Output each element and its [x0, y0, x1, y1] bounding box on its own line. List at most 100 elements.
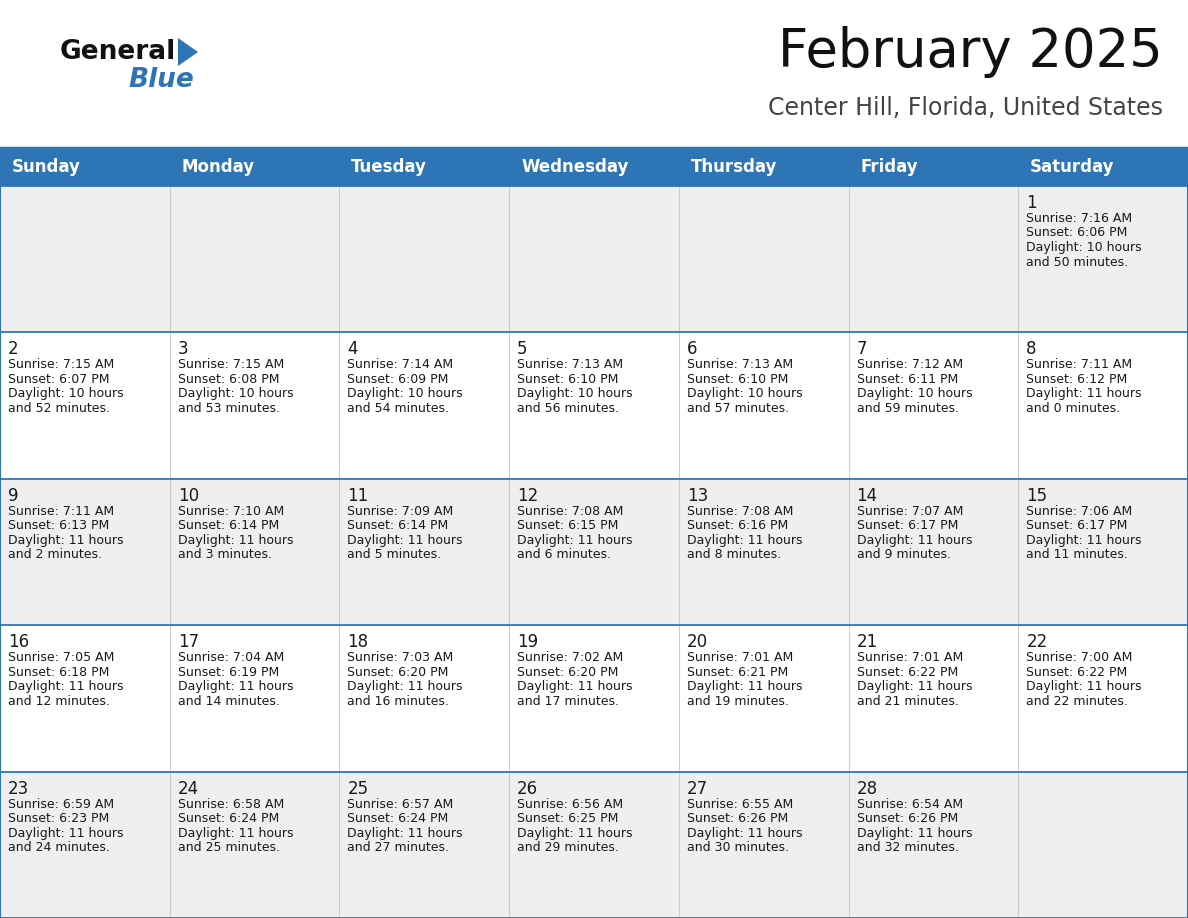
Text: Sunset: 6:24 PM: Sunset: 6:24 PM	[178, 812, 279, 825]
Text: Sunrise: 7:15 AM: Sunrise: 7:15 AM	[178, 358, 284, 372]
Text: and 54 minutes.: and 54 minutes.	[347, 402, 449, 415]
Text: Sunset: 6:07 PM: Sunset: 6:07 PM	[8, 373, 109, 386]
Text: and 14 minutes.: and 14 minutes.	[178, 695, 279, 708]
Text: and 52 minutes.: and 52 minutes.	[8, 402, 110, 415]
Text: Daylight: 11 hours: Daylight: 11 hours	[347, 680, 463, 693]
Text: and 2 minutes.: and 2 minutes.	[8, 548, 102, 561]
Text: Daylight: 10 hours: Daylight: 10 hours	[178, 387, 293, 400]
Text: and 12 minutes.: and 12 minutes.	[8, 695, 109, 708]
Text: Sunrise: 7:05 AM: Sunrise: 7:05 AM	[8, 651, 114, 665]
Text: 8: 8	[1026, 341, 1037, 358]
Text: Daylight: 11 hours: Daylight: 11 hours	[8, 533, 124, 547]
Text: Sunrise: 7:13 AM: Sunrise: 7:13 AM	[517, 358, 624, 372]
Text: Daylight: 11 hours: Daylight: 11 hours	[178, 533, 293, 547]
Text: 11: 11	[347, 487, 368, 505]
Text: and 19 minutes.: and 19 minutes.	[687, 695, 789, 708]
Text: Sunset: 6:22 PM: Sunset: 6:22 PM	[1026, 666, 1127, 678]
Bar	[0, 186, 1188, 332]
Text: Sunrise: 7:10 AM: Sunrise: 7:10 AM	[178, 505, 284, 518]
Text: 22: 22	[1026, 633, 1048, 651]
Text: Sunset: 6:13 PM: Sunset: 6:13 PM	[8, 520, 109, 532]
Text: Sunset: 6:06 PM: Sunset: 6:06 PM	[1026, 227, 1127, 240]
Text: Daylight: 11 hours: Daylight: 11 hours	[517, 826, 633, 840]
Text: 19: 19	[517, 633, 538, 651]
Text: and 22 minutes.: and 22 minutes.	[1026, 695, 1129, 708]
Text: 1: 1	[1026, 194, 1037, 212]
Text: and 50 minutes.: and 50 minutes.	[1026, 255, 1129, 268]
Text: 4: 4	[347, 341, 358, 358]
Text: 23: 23	[8, 779, 30, 798]
Polygon shape	[178, 38, 198, 66]
Text: 17: 17	[178, 633, 198, 651]
Text: Daylight: 11 hours: Daylight: 11 hours	[857, 826, 972, 840]
Bar	[510, 148, 678, 186]
Text: Sunset: 6:10 PM: Sunset: 6:10 PM	[687, 373, 788, 386]
Text: Sunset: 6:09 PM: Sunset: 6:09 PM	[347, 373, 449, 386]
Text: Daylight: 11 hours: Daylight: 11 hours	[687, 533, 802, 547]
Text: 25: 25	[347, 779, 368, 798]
Text: and 5 minutes.: and 5 minutes.	[347, 548, 442, 561]
Text: 20: 20	[687, 633, 708, 651]
Text: Saturday: Saturday	[1030, 158, 1114, 176]
Text: and 3 minutes.: and 3 minutes.	[178, 548, 272, 561]
Text: and 32 minutes.: and 32 minutes.	[857, 841, 959, 854]
Text: Sunset: 6:20 PM: Sunset: 6:20 PM	[347, 666, 449, 678]
Text: 24: 24	[178, 779, 198, 798]
Text: 21: 21	[857, 633, 878, 651]
Text: 10: 10	[178, 487, 198, 505]
Text: Sunset: 6:24 PM: Sunset: 6:24 PM	[347, 812, 449, 825]
Bar	[170, 148, 340, 186]
Text: Daylight: 11 hours: Daylight: 11 hours	[347, 533, 463, 547]
Text: Sunrise: 7:01 AM: Sunrise: 7:01 AM	[857, 651, 962, 665]
Text: 18: 18	[347, 633, 368, 651]
Text: Center Hill, Florida, United States: Center Hill, Florida, United States	[767, 96, 1163, 120]
Text: Sunset: 6:20 PM: Sunset: 6:20 PM	[517, 666, 619, 678]
Text: 9: 9	[8, 487, 19, 505]
Text: Sunrise: 6:58 AM: Sunrise: 6:58 AM	[178, 798, 284, 811]
Text: February 2025: February 2025	[778, 26, 1163, 78]
Text: Sunset: 6:23 PM: Sunset: 6:23 PM	[8, 812, 109, 825]
Bar	[1018, 148, 1188, 186]
Text: and 17 minutes.: and 17 minutes.	[517, 695, 619, 708]
Text: and 11 minutes.: and 11 minutes.	[1026, 548, 1129, 561]
Text: Sunrise: 7:08 AM: Sunrise: 7:08 AM	[687, 505, 794, 518]
Text: 28: 28	[857, 779, 878, 798]
Text: and 0 minutes.: and 0 minutes.	[1026, 402, 1120, 415]
Text: Daylight: 10 hours: Daylight: 10 hours	[687, 387, 802, 400]
Text: 13: 13	[687, 487, 708, 505]
Text: Sunrise: 7:01 AM: Sunrise: 7:01 AM	[687, 651, 794, 665]
Text: Daylight: 10 hours: Daylight: 10 hours	[8, 387, 124, 400]
Text: and 56 minutes.: and 56 minutes.	[517, 402, 619, 415]
Text: Sunset: 6:18 PM: Sunset: 6:18 PM	[8, 666, 109, 678]
Text: Sunset: 6:08 PM: Sunset: 6:08 PM	[178, 373, 279, 386]
Text: Daylight: 10 hours: Daylight: 10 hours	[517, 387, 633, 400]
Text: Daylight: 11 hours: Daylight: 11 hours	[178, 680, 293, 693]
Text: Daylight: 11 hours: Daylight: 11 hours	[178, 826, 293, 840]
Text: Daylight: 11 hours: Daylight: 11 hours	[517, 533, 633, 547]
Text: 12: 12	[517, 487, 538, 505]
Text: Friday: Friday	[860, 158, 918, 176]
Text: Sunrise: 7:04 AM: Sunrise: 7:04 AM	[178, 651, 284, 665]
Text: Sunrise: 7:00 AM: Sunrise: 7:00 AM	[1026, 651, 1132, 665]
Text: Daylight: 11 hours: Daylight: 11 hours	[8, 826, 124, 840]
Text: Sunset: 6:11 PM: Sunset: 6:11 PM	[857, 373, 958, 386]
Text: Daylight: 11 hours: Daylight: 11 hours	[857, 680, 972, 693]
Text: 16: 16	[8, 633, 30, 651]
Text: General: General	[61, 39, 176, 65]
Bar	[0, 332, 1188, 479]
Text: Wednesday: Wednesday	[522, 158, 628, 176]
Text: Monday: Monday	[182, 158, 254, 176]
Text: 7: 7	[857, 341, 867, 358]
Text: Sunrise: 7:11 AM: Sunrise: 7:11 AM	[1026, 358, 1132, 372]
Text: Sunset: 6:19 PM: Sunset: 6:19 PM	[178, 666, 279, 678]
Text: Sunset: 6:16 PM: Sunset: 6:16 PM	[687, 520, 788, 532]
Bar	[340, 148, 510, 186]
Text: Daylight: 10 hours: Daylight: 10 hours	[347, 387, 463, 400]
Text: 15: 15	[1026, 487, 1048, 505]
Text: Sunrise: 7:13 AM: Sunrise: 7:13 AM	[687, 358, 792, 372]
Text: 14: 14	[857, 487, 878, 505]
Text: Daylight: 10 hours: Daylight: 10 hours	[1026, 241, 1142, 254]
Text: Sunset: 6:26 PM: Sunset: 6:26 PM	[687, 812, 788, 825]
Text: Sunrise: 7:07 AM: Sunrise: 7:07 AM	[857, 505, 963, 518]
Text: Daylight: 11 hours: Daylight: 11 hours	[1026, 533, 1142, 547]
